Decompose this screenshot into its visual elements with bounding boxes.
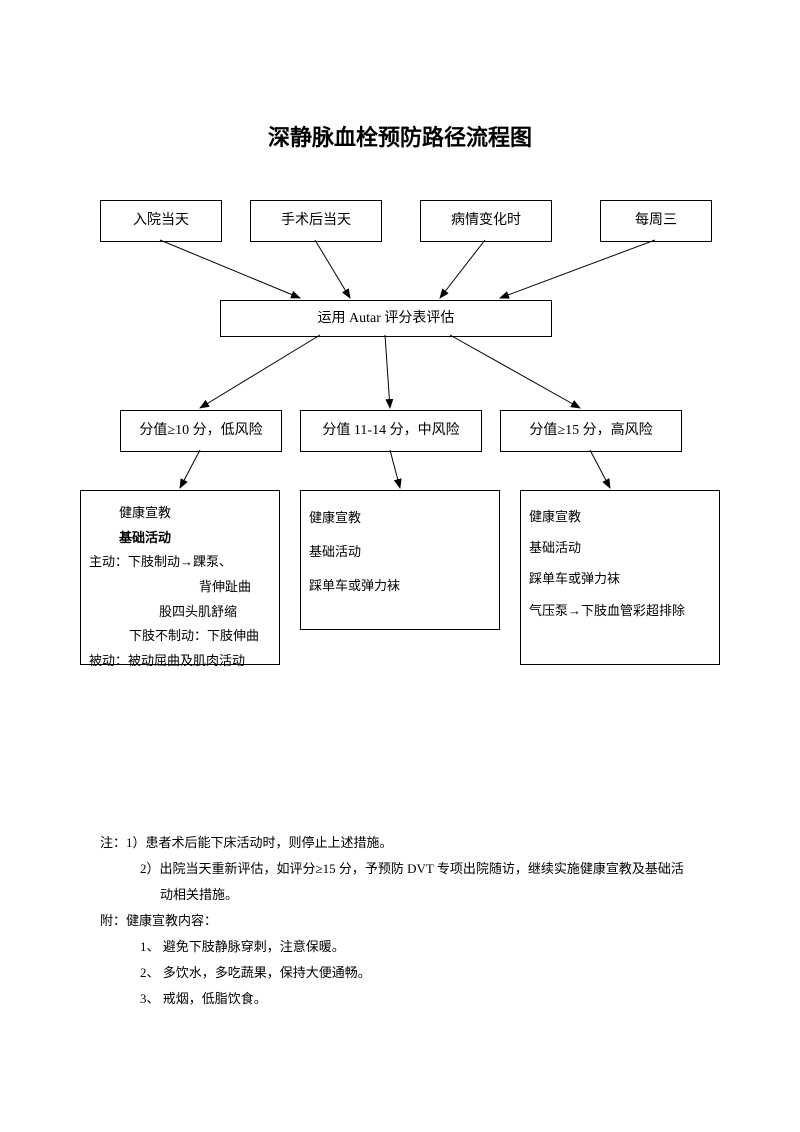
notes-section: 注：1）患者术后能下床活动时，则停止上述措施。 2）出院当天重新评估，如评分≥1… bbox=[100, 830, 720, 1012]
box-label: 分值 11-14 分，中风险 bbox=[322, 421, 459, 441]
note-label: 注： bbox=[100, 835, 126, 850]
box-label: 分值≥10 分，低风险 bbox=[139, 421, 262, 441]
text: 背伸趾曲 bbox=[199, 579, 251, 594]
page-title: 深静脉血栓预防路径流程图 bbox=[0, 120, 800, 152]
box-label: 手术后当天 bbox=[281, 211, 351, 231]
text: 气压泵→下肢血管彩超排除 bbox=[529, 603, 685, 618]
note-text: 1）患者术后能下床活动时，则停止上述措施。 bbox=[126, 835, 393, 850]
box-low-risk: 分值≥10 分，低风险 bbox=[120, 410, 282, 452]
detail-high-risk: 健康宣教 基础活动 踩单车或弹力袜 气压泵→下肢血管彩超排除 bbox=[520, 490, 720, 665]
text: 健康宣教 bbox=[119, 505, 171, 520]
box-admission-day: 入院当天 bbox=[100, 200, 222, 242]
box-condition-change: 病情变化时 bbox=[420, 200, 552, 242]
attach-title: 健康宣教内容： bbox=[126, 913, 217, 928]
box-high-risk: 分值≥15 分，高风险 bbox=[500, 410, 682, 452]
box-assessment: 运用 Autar 评分表评估 bbox=[220, 300, 552, 337]
text: 主动：下肢制动→踝泵、 bbox=[89, 554, 232, 569]
detail-mid-risk: 健康宣教 基础活动 踩单车或弹力袜 bbox=[300, 490, 500, 630]
attach-item: 2、 多饮水，多吃蔬果，保持大便通畅。 bbox=[140, 965, 371, 980]
text: 股四头肌舒缩 bbox=[159, 604, 237, 619]
box-label: 病情变化时 bbox=[451, 211, 521, 231]
box-label: 每周三 bbox=[635, 211, 677, 231]
box-mid-risk: 分值 11-14 分，中风险 bbox=[300, 410, 482, 452]
box-label: 入院当天 bbox=[133, 211, 189, 231]
text-bold: 基础活动 bbox=[119, 530, 171, 545]
box-postop-day: 手术后当天 bbox=[250, 200, 382, 242]
detail-low-risk: 健康宣教 基础活动 主动：下肢制动→踝泵、 背伸趾曲 股四头肌舒缩 下肢不制动：… bbox=[80, 490, 280, 665]
note-text: 2）出院当天重新评估，如评分≥15 分，予预防 DVT 专项出院随访，继续实施健… bbox=[140, 861, 684, 876]
box-label: 运用 Autar 评分表评估 bbox=[318, 309, 455, 329]
attach-label: 附： bbox=[100, 913, 126, 928]
text: 被动：被动屈曲及肌肉活动 bbox=[89, 653, 245, 668]
text: 健康宣教 bbox=[309, 510, 361, 525]
box-weekly: 每周三 bbox=[600, 200, 712, 242]
page: 深静脉血栓预防路径流程图 入院当天 手术后当天 病情变化时 每周三 运用 Aut… bbox=[0, 0, 800, 1132]
text: 基础活动 bbox=[529, 540, 581, 555]
text: 踩单车或弹力袜 bbox=[529, 571, 620, 586]
note-text: 动相关措施。 bbox=[160, 887, 238, 902]
box-label: 分值≥15 分，高风险 bbox=[529, 421, 652, 441]
text: 健康宣教 bbox=[529, 509, 581, 524]
text: 基础活动 bbox=[309, 544, 361, 559]
text: 下肢不制动：下肢伸曲 bbox=[129, 628, 259, 643]
attach-item: 3、 戒烟，低脂饮食。 bbox=[140, 991, 267, 1006]
text: 踩单车或弹力袜 bbox=[309, 578, 400, 593]
attach-item: 1、 避免下肢静脉穿刺，注意保暖。 bbox=[140, 939, 345, 954]
